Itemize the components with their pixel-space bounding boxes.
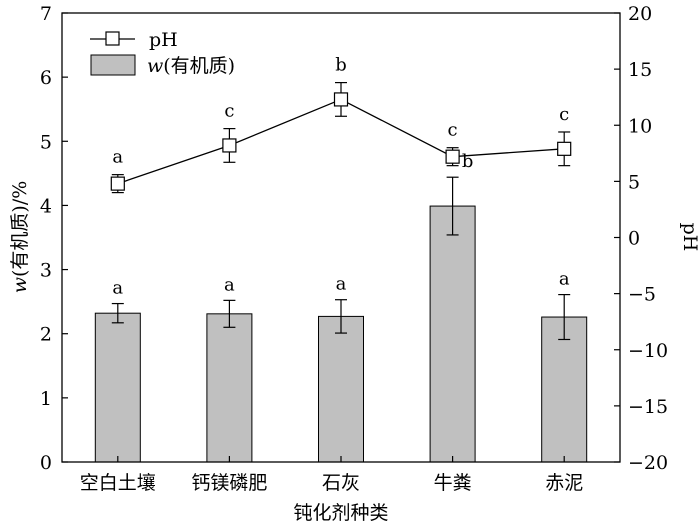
bar-significance-label: a — [224, 274, 235, 295]
legend-ph-label: pH — [149, 29, 178, 51]
ph-significance-labels: a c b c c — [112, 55, 569, 168]
x-axis: 空白土壤 钙镁磷肥 石灰 牛粪 赤泥 — [80, 456, 583, 494]
left-tick-label: 5 — [40, 131, 52, 153]
y-axis-left-title: w(有机质)/% — [9, 181, 31, 294]
bar-series — [94, 205, 588, 463]
bar — [541, 316, 588, 463]
ph-significance-label: a — [112, 147, 123, 168]
left-tick-label: 6 — [40, 67, 52, 89]
right-tick-label: 10 — [628, 115, 652, 137]
right-tick-label: 20 — [628, 3, 652, 25]
right-tick-label: −5 — [628, 284, 656, 306]
ph-point — [333, 92, 349, 107]
ph-significance-label: b — [335, 55, 347, 76]
right-tick-label: 5 — [628, 171, 640, 193]
right-tick-label: 15 — [628, 59, 652, 81]
legend: pH w(有机质) — [90, 29, 235, 77]
ph-significance-label: c — [224, 101, 234, 122]
left-tick-label: 4 — [40, 195, 52, 217]
bar-significance-label: a — [559, 269, 570, 290]
bar-significance-labels: a a a b a — [112, 151, 569, 298]
left-tick-label: 1 — [40, 388, 52, 410]
y-axis-right-title: pH — [679, 223, 700, 252]
x-tick-label: 空白土壤 — [80, 472, 156, 494]
ph-significance-label: c — [559, 104, 569, 125]
bar — [318, 315, 364, 463]
right-tick-label: −15 — [628, 396, 668, 418]
bar — [429, 205, 476, 463]
x-axis-title: 钝化剂种类 — [293, 502, 388, 524]
right-axis: −20 −15 −10 −5 0 5 10 15 20 — [614, 3, 668, 474]
x-tick-label: 石灰 — [322, 472, 360, 494]
bar-error-bars — [111, 176, 571, 341]
ph-point — [557, 141, 572, 156]
left-tick-label: 2 — [40, 324, 52, 346]
right-tick-label: −20 — [628, 452, 668, 474]
left-tick-label: 7 — [40, 3, 52, 25]
legend-ph-marker — [90, 31, 135, 46]
legend-bar-swatch — [90, 54, 136, 76]
bar-significance-label: b — [462, 151, 474, 172]
right-tick-label: 0 — [628, 228, 640, 250]
bar — [206, 313, 253, 463]
legend-bar-label: w(有机质) — [147, 55, 235, 77]
ph-point — [222, 138, 237, 153]
ph-significance-label: c — [448, 120, 458, 141]
bar-significance-label: a — [112, 278, 123, 299]
ph-point — [110, 176, 125, 191]
left-tick-label: 0 — [40, 452, 52, 474]
bar-significance-label: a — [336, 274, 347, 295]
ph-point — [445, 149, 460, 164]
left-axis: 0 1 2 3 4 5 6 7 — [40, 3, 68, 474]
right-tick-label: −10 — [628, 340, 668, 362]
left-tick-label: 3 — [40, 260, 52, 282]
x-tick-label: 钙镁磷肥 — [191, 472, 267, 494]
x-tick-label: 赤泥 — [545, 472, 583, 494]
bar — [94, 312, 141, 463]
x-tick-label: 牛粪 — [434, 472, 472, 494]
ph-line-series — [110, 81, 572, 194]
